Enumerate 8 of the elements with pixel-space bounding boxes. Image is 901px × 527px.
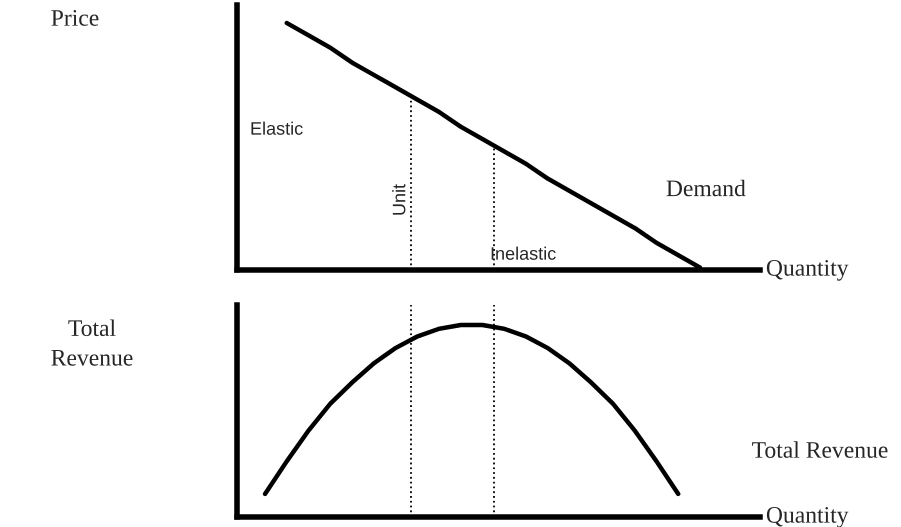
y-axis-title: Total Revenue <box>51 319 132 366</box>
text: Total Revenue <box>752 441 888 458</box>
x-axis-title: Quantity <box>766 260 848 281</box>
annotation: Elastic <box>251 122 303 135</box>
series-label: Demand <box>666 180 746 196</box>
annotation: Inelastic <box>492 246 556 260</box>
annotation: Unit <box>392 184 406 215</box>
y-axis-title: Price <box>51 10 98 26</box>
